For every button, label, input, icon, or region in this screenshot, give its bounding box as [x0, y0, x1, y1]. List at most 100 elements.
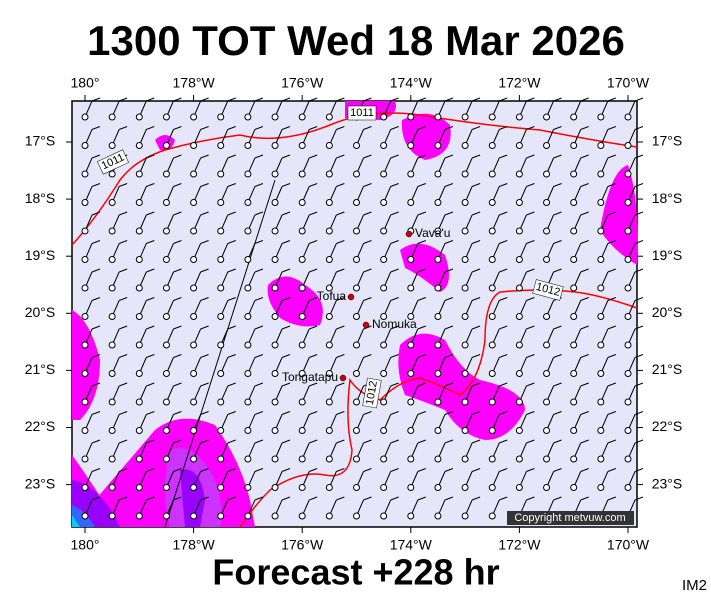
lat-label-left: 20°S	[25, 304, 56, 320]
barb-station	[461, 170, 469, 178]
barb-station	[570, 199, 578, 206]
barb-feather	[390, 126, 399, 130]
barb-feather	[444, 354, 454, 358]
barb-feather	[390, 496, 399, 501]
barb-station	[190, 484, 198, 491]
barb-station	[624, 427, 632, 434]
place-dot	[405, 230, 413, 238]
barb-feather	[281, 468, 291, 472]
barb-station	[461, 142, 469, 149]
barb-feather	[146, 240, 155, 244]
barb-feather	[173, 154, 182, 159]
lat-label-right: 19°S	[652, 247, 683, 263]
place-label: Nomuka	[372, 317, 417, 331]
barb-feather	[91, 211, 101, 216]
barb-station	[515, 199, 523, 206]
barb-feather	[281, 496, 291, 501]
barb-station	[407, 341, 415, 349]
barb-feather	[417, 211, 426, 216]
barb-station	[81, 427, 89, 434]
barb-feather	[526, 154, 535, 159]
barb-station	[244, 227, 252, 235]
barb-station	[407, 512, 415, 520]
barb-feather	[91, 468, 101, 472]
barb-station	[515, 341, 523, 349]
barb-feather	[336, 126, 345, 130]
barb-feather	[173, 297, 182, 301]
barb-station	[515, 484, 523, 491]
barb-station	[325, 170, 333, 178]
barb-station	[461, 199, 469, 206]
barb-feather	[146, 183, 155, 187]
lon-label-top: 180°	[71, 75, 100, 91]
barb-feather	[227, 297, 236, 301]
barb-feather	[254, 439, 264, 444]
barb-feather	[363, 183, 372, 187]
barb-station	[597, 113, 605, 121]
barb-feather	[173, 411, 182, 415]
barb-station	[570, 398, 578, 406]
barb-feather	[471, 354, 481, 358]
barb-feather	[118, 382, 128, 387]
lon-label-bottom: 176°W	[281, 537, 324, 553]
barb-feather	[118, 468, 128, 472]
barb-feather	[200, 154, 209, 159]
barb-feather	[444, 268, 454, 273]
barb-feather	[281, 126, 291, 130]
barb-feather	[499, 468, 508, 472]
barb-station	[271, 398, 279, 406]
barb-station	[543, 313, 551, 320]
barb-station	[81, 484, 89, 491]
barb-feather	[200, 183, 209, 187]
barb-feather	[417, 382, 426, 387]
barb-station	[597, 227, 605, 235]
barb-station	[81, 284, 89, 292]
barb-feather	[336, 154, 345, 159]
barb-feather	[309, 211, 318, 216]
barb-station	[434, 370, 442, 377]
barb-station	[190, 256, 198, 263]
barb-station	[325, 313, 333, 320]
barb-station	[135, 113, 143, 121]
barb-feather	[526, 211, 535, 216]
barb-station	[81, 142, 89, 149]
barb-station	[434, 313, 442, 320]
barb-station	[190, 341, 198, 349]
barb-feather	[607, 240, 617, 244]
barb-station	[434, 398, 442, 406]
barb-feather	[118, 496, 128, 501]
barb-feather	[499, 154, 508, 159]
barb-feather	[363, 496, 372, 501]
isobar-label: 1012	[532, 279, 564, 301]
barb-station	[597, 398, 605, 406]
barb-station	[298, 427, 306, 434]
lat-label-left: 23°S	[25, 475, 56, 491]
barb-station	[217, 455, 225, 463]
barb-station	[217, 427, 225, 434]
barb-feather	[444, 183, 454, 187]
barb-feather	[607, 325, 617, 330]
barb-feather	[173, 496, 182, 501]
barb-station	[380, 142, 388, 149]
barb-feather	[200, 468, 209, 472]
barb-station	[380, 227, 388, 235]
barb-station	[407, 313, 415, 320]
barb-station	[325, 398, 333, 406]
barb-feather	[526, 297, 535, 301]
barb-station	[488, 170, 496, 178]
barb-station	[380, 341, 388, 349]
barb-feather	[444, 411, 454, 415]
barb-feather	[91, 126, 101, 130]
barb-station	[325, 455, 333, 463]
barb-feather	[526, 240, 535, 244]
place-dot	[362, 321, 370, 329]
barb-feather	[471, 411, 481, 415]
barb-feather	[499, 297, 508, 301]
barb-feather	[254, 354, 264, 358]
barb-station	[298, 398, 306, 406]
lon-label-bottom: 180°	[71, 537, 100, 553]
isobar-label: 1012	[362, 377, 382, 409]
barb-station	[271, 199, 279, 206]
barb-feather	[607, 411, 617, 415]
barb-station	[108, 512, 116, 520]
